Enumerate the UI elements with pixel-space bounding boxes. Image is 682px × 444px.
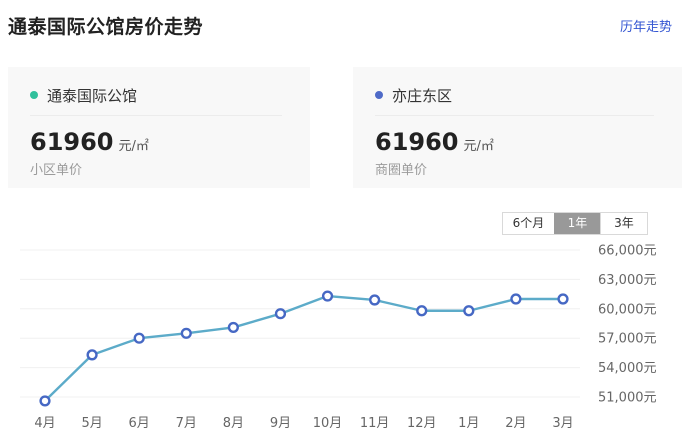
x-axis-month-label: 12月 xyxy=(407,416,437,431)
district-name: 亦庄东区 xyxy=(392,86,453,105)
data-point-marker[interactable] xyxy=(180,327,192,339)
district-price-card: 亦庄东区 61960 元/㎡ 商圈单价 xyxy=(353,67,682,188)
x-axis-month-label: 1月 xyxy=(458,416,479,431)
x-axis-month-label: 6月 xyxy=(129,416,150,431)
x-axis-month-label: 7月 xyxy=(176,416,197,431)
y-axis-tick-label: 57,000元 xyxy=(598,332,657,347)
community-price-label: 小区单价 xyxy=(30,163,83,178)
community-dot-icon xyxy=(30,91,38,99)
x-axis-month-label: 9月 xyxy=(270,416,291,431)
price-trend-chart[interactable]: 66,000元 63,000元 60,000元 57,000元 54,000元 51,00… xyxy=(0,240,682,444)
district-price-value: 61960 xyxy=(375,128,459,156)
divider xyxy=(30,115,282,116)
x-axis-month-label: 11月 xyxy=(360,416,390,431)
time-range-tabs: 6个月 1年 3年 xyxy=(502,212,648,235)
tab-1-year[interactable]: 1年 xyxy=(554,213,600,234)
community-name: 通泰国际公馆 xyxy=(47,86,138,105)
y-axis-tick-label: 51,000元 xyxy=(598,391,657,406)
price-line xyxy=(43,294,565,403)
data-point-marker[interactable] xyxy=(557,293,569,305)
x-axis-month-label: 2月 xyxy=(505,416,526,431)
data-point-marker[interactable] xyxy=(369,294,381,306)
data-point-marker[interactable] xyxy=(510,293,522,305)
tab-6-months[interactable]: 6个月 xyxy=(503,213,554,234)
community-price-card: 通泰国际公馆 61960 元/㎡ 小区单价 xyxy=(8,67,310,188)
y-axis-tick-label: 66,000元 xyxy=(598,244,657,259)
data-point-marker[interactable] xyxy=(274,308,287,320)
data-point-marker[interactable] xyxy=(416,305,428,317)
x-axis-month-label: 8月 xyxy=(223,416,244,431)
data-point-marker[interactable] xyxy=(321,290,334,302)
district-price-label: 商圈单价 xyxy=(375,163,428,178)
community-price-unit: 元/㎡ xyxy=(118,139,149,154)
x-axis-month-label: 10月 xyxy=(313,416,343,431)
header: 通泰国际公馆房价走势 历年走势 xyxy=(8,12,672,39)
history-trend-link[interactable]: 历年走势 xyxy=(619,20,672,35)
community-name-row: 通泰国际公馆 xyxy=(30,85,310,105)
price-chart-svg[interactable]: 66,000元 63,000元 60,000元 57,000元 54,000元 51,00… xyxy=(0,240,682,444)
district-dot-icon xyxy=(375,91,383,99)
divider xyxy=(375,115,654,116)
y-axis-tick-label: 63,000元 xyxy=(598,273,657,288)
x-axis-month-label: 3月 xyxy=(552,416,573,431)
tab-3-years[interactable]: 3年 xyxy=(600,213,647,234)
district-price-unit: 元/㎡ xyxy=(463,139,494,154)
data-point-marker[interactable] xyxy=(39,395,51,407)
district-price-row: 61960 元/㎡ xyxy=(375,128,682,156)
data-point-marker[interactable] xyxy=(133,332,145,344)
data-point-marker[interactable] xyxy=(86,349,98,361)
community-price-value: 61960 xyxy=(30,128,114,156)
x-axis-month-label: 5月 xyxy=(81,416,102,431)
y-axis-tick-label: 54,000元 xyxy=(598,361,657,376)
data-point-marker[interactable] xyxy=(463,305,475,317)
x-axis-month-label: 4月 xyxy=(34,416,55,431)
y-axis-tick-label: 60,000元 xyxy=(598,302,657,317)
community-price-row: 61960 元/㎡ xyxy=(30,128,310,156)
data-point-marker[interactable] xyxy=(227,321,239,334)
district-name-row: 亦庄东区 xyxy=(375,85,682,105)
page-title: 通泰国际公馆房价走势 xyxy=(8,16,204,38)
